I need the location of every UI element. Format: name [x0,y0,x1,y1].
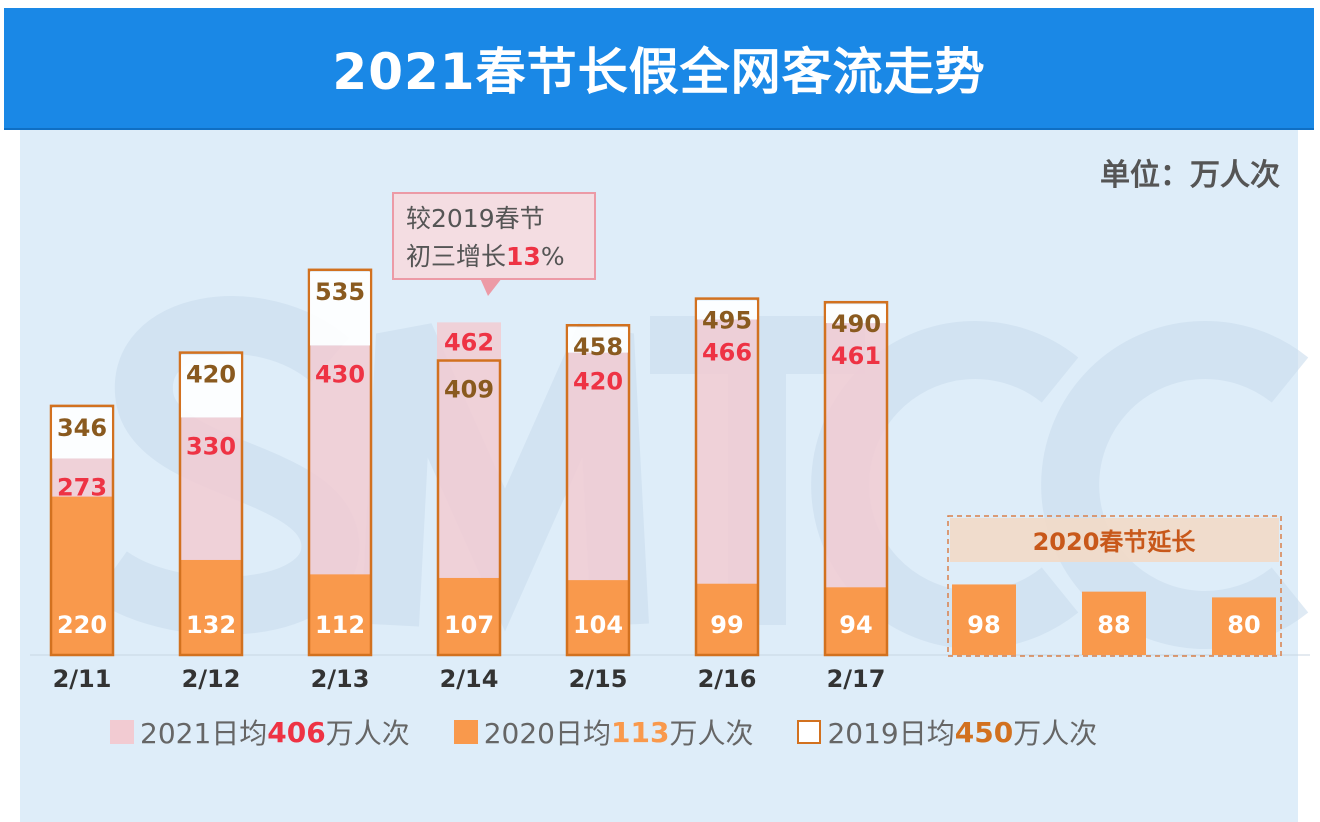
x-tick-label: 2/14 [440,665,499,693]
label-2021: 420 [573,368,623,396]
legend-unit: 万人次 [1013,717,1098,750]
unit-label: 单位：万人次 [1100,158,1280,193]
label-2019: 420 [186,361,236,389]
annotation-callout: 较2019春节 初三增长13% [392,192,596,280]
bar-2019-top-fill [697,300,757,320]
bar-2019-top-fill [310,271,370,346]
bar-2019-outline [436,359,502,657]
label-2019: 535 [315,278,365,306]
bar-2019-top-fill [568,327,628,353]
x-tick-label: 2/17 [827,665,886,693]
label-2020: 94 [839,611,872,639]
bar-2020-extension [1082,591,1146,655]
label-2021: 466 [702,339,752,367]
bar-2019-outline [694,297,760,657]
x-tick-label: 2/13 [311,665,370,693]
legend-value: 450 [954,715,1014,749]
legend-value: 113 [611,715,670,749]
label-2019: 490 [831,310,881,338]
bar-2019-outline [178,351,244,657]
legend: 2021日均 406 万人次 2020日均 113 万人次 2019日均 450 万人次 [110,712,1097,752]
label-2021: 461 [831,342,881,370]
label-2021: 273 [57,473,107,501]
label-2020: 104 [573,611,623,639]
x-tick-label: 2/16 [698,665,757,693]
label-2020-extension: 88 [1097,611,1130,639]
callout-value: 13 [506,242,541,271]
bar-2019-top-fill [52,407,112,459]
label-2019: 409 [444,376,494,404]
legend-label: 2020日均 [483,717,611,750]
legend-label: 2021日均 [140,717,268,750]
bar-2020 [308,574,372,655]
extension-box [947,515,1282,657]
label-2020: 132 [186,611,236,639]
label-2020-extension: 80 [1227,611,1260,639]
bar-2019-top-fill [826,304,886,324]
legend-swatch-2020 [453,720,478,744]
bar-2019-outline [823,300,889,657]
bar-2020 [437,577,501,655]
label-2019: 458 [573,333,623,361]
legend-value: 406 [267,715,326,749]
legend-item-2021: 2021日均 406 万人次 [110,712,410,752]
bar-2019-outline [49,404,115,657]
bar-2019-outline [307,268,373,657]
bar-2020 [824,587,888,655]
label-2020-extension: 98 [967,611,1000,639]
callout-pointer [480,278,502,296]
legend-item-2019: 2019日均 450 万人次 [797,712,1097,752]
legend-swatch-2019 [797,720,822,744]
legend-item-2020: 2020日均 113 万人次 [453,712,754,752]
label-2020: 99 [710,611,743,639]
bar-2020 [566,580,630,655]
bar-2019-top-fill [181,354,241,418]
callout-suffix: % [540,242,565,271]
legend-swatch-2021 [110,720,134,744]
label-2020: 112 [315,611,365,639]
bar-2020 [50,496,114,655]
x-tick-label: 2/12 [182,665,241,693]
label-2021: 430 [315,360,365,388]
label-2019: 495 [702,307,752,335]
callout-line2: 初三增长13% [406,238,582,276]
legend-unit: 万人次 [669,717,754,750]
extension-label-bg [950,518,1279,562]
label-2021: 462 [444,328,494,356]
legend-label: 2019日均 [827,717,955,750]
bar-2020 [179,559,243,655]
label-2020: 107 [444,611,494,639]
label-2021: 330 [186,432,236,460]
bar-2020 [695,583,759,655]
callout-line1: 较2019春节 [406,204,545,233]
bar-2020-extension [1212,597,1276,655]
watermark-letter-c [1041,321,1309,649]
extension-label: 2020春节延长 [1033,528,1197,556]
bar-2019-outline [565,323,631,657]
x-tick-label: 2/15 [569,665,628,693]
bar-2020-extension [952,584,1016,655]
callout-text: 初三增长 [406,242,507,271]
chart-title: 2021春节长假全网客流走势 [4,8,1314,130]
x-tick-label: 2/11 [53,665,112,693]
legend-unit: 万人次 [325,717,410,750]
label-2019: 346 [57,414,107,442]
label-2020: 220 [57,611,107,639]
